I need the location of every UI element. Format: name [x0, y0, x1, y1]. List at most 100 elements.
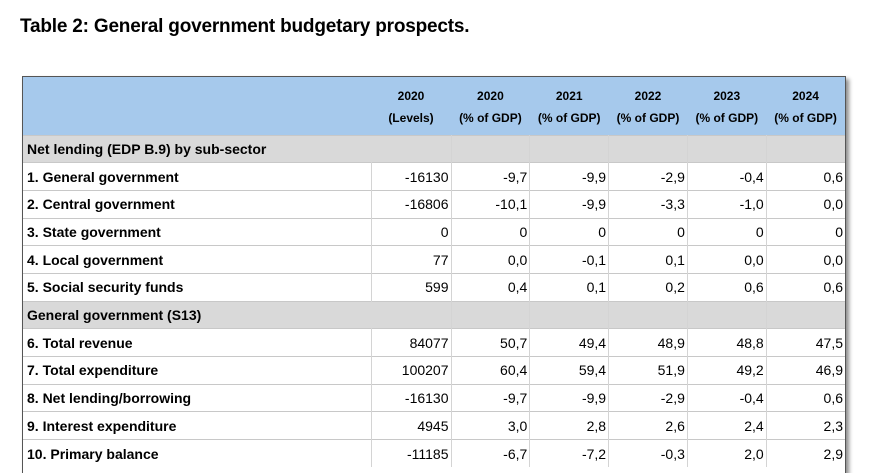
- budget-table-container: 2020 (Levels) 2020 (% of GDP) 2021 (% of GD…: [22, 76, 846, 473]
- row-label: 8. Net lending/borrowing: [23, 383, 372, 412]
- value-cell: 0: [529, 217, 610, 246]
- section-empty-cell: [766, 300, 845, 329]
- table-row: 9. Interest expenditure 4945 3,0 2,8 2,6 2,4 2…: [23, 411, 845, 440]
- value-cell: 51,9: [608, 356, 688, 385]
- value-cell: 59,4: [529, 356, 610, 385]
- value-cell: -16130: [371, 162, 452, 191]
- column-unit: (% of GDP): [616, 110, 680, 125]
- section-empty-cell: [687, 134, 767, 163]
- value-cell: 0: [608, 217, 688, 246]
- value-cell: 0: [687, 217, 767, 246]
- value-cell: 0,1: [529, 272, 610, 302]
- budget-table: 2020 (Levels) 2020 (% of GDP) 2021 (% of GD…: [23, 77, 845, 468]
- table-body: Net lending (EDP B.9) by sub-sector 1. Ge…: [23, 134, 845, 468]
- value-cell: -0,4: [687, 383, 767, 412]
- value-cell: -0,4: [687, 162, 767, 191]
- value-cell: -7,2: [529, 439, 610, 468]
- value-cell: 3,0: [451, 411, 531, 440]
- value-cell: 0,0: [766, 189, 845, 219]
- column-year: 2021: [555, 88, 583, 103]
- value-cell: 0,0: [687, 245, 767, 274]
- table-row: 1. General government -16130 -9,7 -9,9 -2,9-…: [23, 162, 845, 191]
- section-empty-cell: [451, 300, 531, 329]
- value-cell: 0: [451, 217, 531, 246]
- value-cell: -6,7: [451, 439, 531, 468]
- value-cell: 0: [766, 217, 845, 246]
- table-row: 5. Social security funds 599 0,4 0,1 0,2 0,6 0…: [23, 272, 845, 302]
- column-unit: (% of GDP): [774, 110, 837, 125]
- table-header-row: 2020 (Levels) 2020 (% of GDP) 2021 (% of GD…: [23, 77, 845, 135]
- value-cell: 50,7: [451, 328, 531, 357]
- value-cell: 49,4: [529, 328, 610, 357]
- value-cell: 0,4: [451, 272, 531, 302]
- value-cell: -9,9: [529, 189, 610, 219]
- value-cell: 77: [371, 245, 452, 274]
- column-year: 2020: [397, 88, 425, 103]
- column-unit: (% of GDP): [459, 110, 522, 125]
- section-empty-cell: [529, 300, 610, 329]
- value-cell: 60,4: [451, 356, 531, 385]
- row-label: 7. Total expenditure: [23, 356, 372, 385]
- value-cell: 0,6: [766, 162, 845, 191]
- value-cell: 2,3: [766, 411, 845, 440]
- table-row: 7. Total expenditure 100207 60,4 59,4 51,9 49…: [23, 356, 845, 385]
- section-heading: General government (S13): [23, 300, 371, 329]
- value-cell: 0,6: [687, 272, 767, 302]
- section-header-row: General government (S13): [23, 300, 845, 329]
- value-cell: 49,2: [687, 356, 767, 385]
- row-label: 5. Social security funds: [23, 272, 372, 302]
- value-cell: 2,9: [766, 439, 845, 468]
- value-cell: 599: [371, 272, 452, 302]
- value-cell: -0,1: [529, 245, 610, 274]
- table-row: 3. State government 0 0 0 0 0 0: [23, 217, 845, 246]
- value-cell: -9,9: [529, 162, 610, 191]
- header-label-cell: [23, 77, 371, 135]
- column-year: 2023: [713, 88, 741, 103]
- value-cell: 2,8: [529, 411, 610, 440]
- section-empty-cell: [529, 134, 610, 163]
- value-cell: 47,5: [766, 328, 845, 357]
- value-cell: -11185: [371, 439, 452, 468]
- section-empty-cell: [608, 300, 688, 329]
- value-cell: 0,0: [451, 245, 531, 274]
- column-header: 2022 (% of GDP): [609, 77, 688, 135]
- row-label: 10. Primary balance: [23, 439, 372, 468]
- value-cell: 0,2: [608, 272, 688, 302]
- row-label: 6. Total revenue: [23, 328, 372, 357]
- value-cell: -16130: [371, 383, 452, 412]
- value-cell: 48,8: [687, 328, 767, 357]
- value-cell: -9,7: [451, 162, 531, 191]
- row-label: 2. Central government: [23, 189, 372, 219]
- column-year: 2022: [634, 88, 662, 103]
- column-unit: (% of GDP): [695, 110, 759, 125]
- value-cell: 2,6: [608, 411, 688, 440]
- column-unit: (% of GDP): [537, 110, 601, 125]
- section-empty-cell: [687, 300, 767, 329]
- table-row: 4. Local government 77 0,0 -0,1 0,1 0,0 0,0: [23, 245, 845, 274]
- table-row: 8. Net lending/borrowing -16130 -9,7 -9,9 -2…: [23, 383, 845, 412]
- row-label: 9. Interest expenditure: [23, 411, 372, 440]
- column-year: 2024: [792, 88, 819, 103]
- column-header: 2023 (% of GDP): [687, 77, 766, 135]
- row-label: 4. Local government: [23, 245, 372, 274]
- section-empty-cell: [451, 134, 531, 163]
- value-cell: 0,1: [608, 245, 688, 274]
- row-label: 3. State government: [23, 217, 372, 246]
- row-label: 1. General government: [23, 162, 372, 191]
- section-empty-cell: [608, 134, 688, 163]
- value-cell: -9,7: [451, 383, 531, 412]
- value-cell: -2,9: [608, 383, 688, 412]
- table-row: 10. Primary balance -11185 -6,7 -7,2 -0,3 2,0…: [23, 439, 845, 468]
- value-cell: 0,6: [766, 272, 845, 302]
- value-cell: 4945: [371, 411, 452, 440]
- value-cell: 0,6: [766, 383, 845, 412]
- section-empty-cell: [766, 134, 845, 163]
- section-empty-cell: [371, 134, 452, 163]
- section-heading: Net lending (EDP B.9) by sub-sector: [23, 134, 371, 163]
- value-cell: -2,9: [608, 162, 688, 191]
- section-header-row: Net lending (EDP B.9) by sub-sector: [23, 134, 845, 163]
- value-cell: -9,9: [529, 383, 610, 412]
- column-header: 2021 (% of GDP): [530, 77, 609, 135]
- value-cell: 84077: [371, 328, 452, 357]
- page-title: Table 2: General government budgetary pr…: [20, 16, 470, 37]
